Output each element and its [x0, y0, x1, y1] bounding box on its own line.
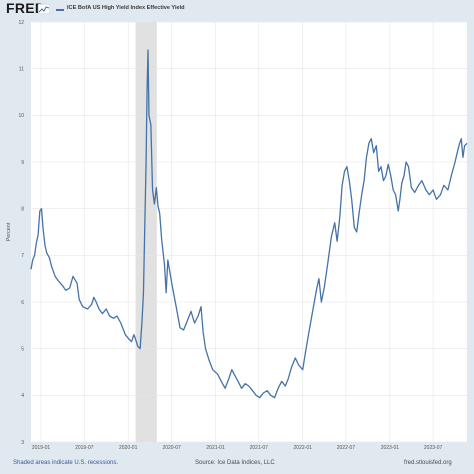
y-tick-label-4: 7 [21, 253, 24, 259]
recession-note: Shaded areas indicate U.S. recessions. [13, 460, 119, 466]
x-tick-label-3: 2020-07 [162, 445, 181, 451]
y-tick-label-9: 12 [18, 20, 24, 26]
x-axis-tick-labels: 2019-01 2019-07 2020-01 2020-07 2021-01 2021-… [32, 445, 443, 451]
fred-logo-graph-icon [38, 4, 50, 14]
x-tick-label-1: 2019-07 [75, 445, 94, 451]
x-tick-label-7: 2022-07 [337, 445, 356, 451]
series-layer [30, 49, 468, 399]
x-tick-label-4: 2021-01 [206, 445, 225, 451]
x-tick-label-5: 2021-07 [250, 445, 269, 451]
y-tick-label-5: 8 [21, 206, 24, 212]
y-axis-title: Percent [6, 222, 12, 241]
legend-swatch [56, 9, 64, 11]
recession-band-0 [135, 22, 157, 442]
y-tick-label-3: 6 [21, 300, 24, 306]
fred-logo[interactable]: FRED [6, 0, 46, 16]
x-tick-label-2: 2020-01 [119, 445, 138, 451]
y-tick-label-8: 11 [19, 66, 24, 72]
x-tick-label-9: 2023-07 [424, 445, 443, 451]
y-axis-tick-labels: 3 4 5 6 7 8 9 10 11 12 [18, 20, 24, 446]
site-link[interactable]: fred.stlouisfed.org [404, 460, 452, 466]
y-tick-label-2: 5 [21, 346, 24, 352]
gridlines [31, 21, 467, 443]
source-credit: Source: Ice Data Indices, LLC [195, 460, 275, 466]
plot-area-background [31, 22, 467, 442]
y-tick-label-0: 3 [21, 440, 24, 446]
legend-label: ICE BofA US High Yield Index Effective Y… [67, 5, 185, 11]
y-tick-label-6: 9 [21, 160, 24, 166]
x-tick-label-6: 2022-01 [294, 445, 313, 451]
series-line-0[interactable] [30, 49, 468, 399]
x-tick-label-0: 2019-01 [32, 445, 51, 451]
recession-shading [135, 22, 157, 442]
y-tick-label-1: 4 [21, 393, 24, 399]
x-tick-label-8: 2023-01 [381, 445, 400, 451]
chart-header: FRED ICE BofA US High Yield Index Effect… [0, 0, 474, 20]
y-tick-label-7: 10 [18, 113, 24, 119]
